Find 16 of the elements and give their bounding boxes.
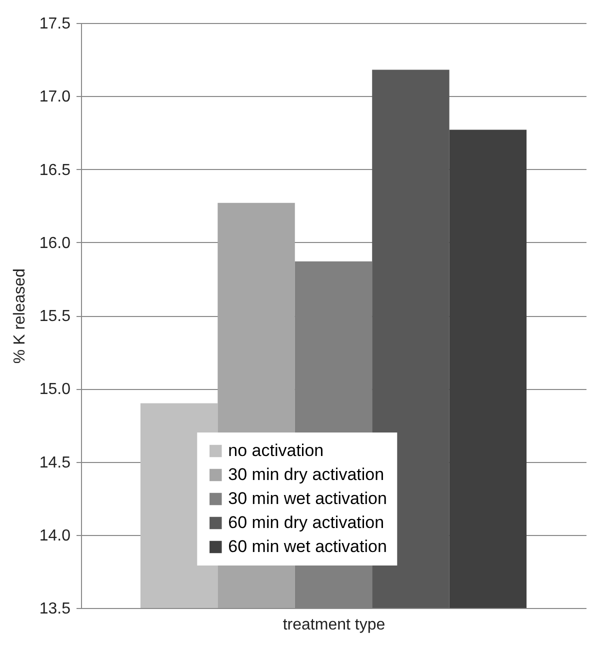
y-tick-label: 15.5: [39, 308, 71, 325]
x-axis-title: treatment type: [282, 616, 386, 634]
legend-label: 60 min dry activation: [228, 513, 384, 532]
y-tick-label: 14.0: [39, 527, 71, 544]
y-tick-label: 17.0: [39, 88, 71, 106]
y-tick-label: 15.0: [39, 381, 71, 398]
legend-label: 60 min wet activation: [228, 537, 387, 556]
y-axis-title: % K released: [11, 268, 28, 364]
y-tick-label: 14.5: [39, 454, 71, 472]
y-tick-label: 16.0: [39, 234, 71, 252]
legend-label: no activation: [228, 441, 324, 460]
y-tick-label: 13.5: [39, 600, 71, 618]
y-tick-label: 16.5: [39, 162, 71, 179]
legend-label: 30 min dry activation: [228, 465, 384, 484]
y-tick-label: 17.5: [39, 16, 71, 32]
legend-label: 30 min wet activation: [228, 489, 387, 508]
